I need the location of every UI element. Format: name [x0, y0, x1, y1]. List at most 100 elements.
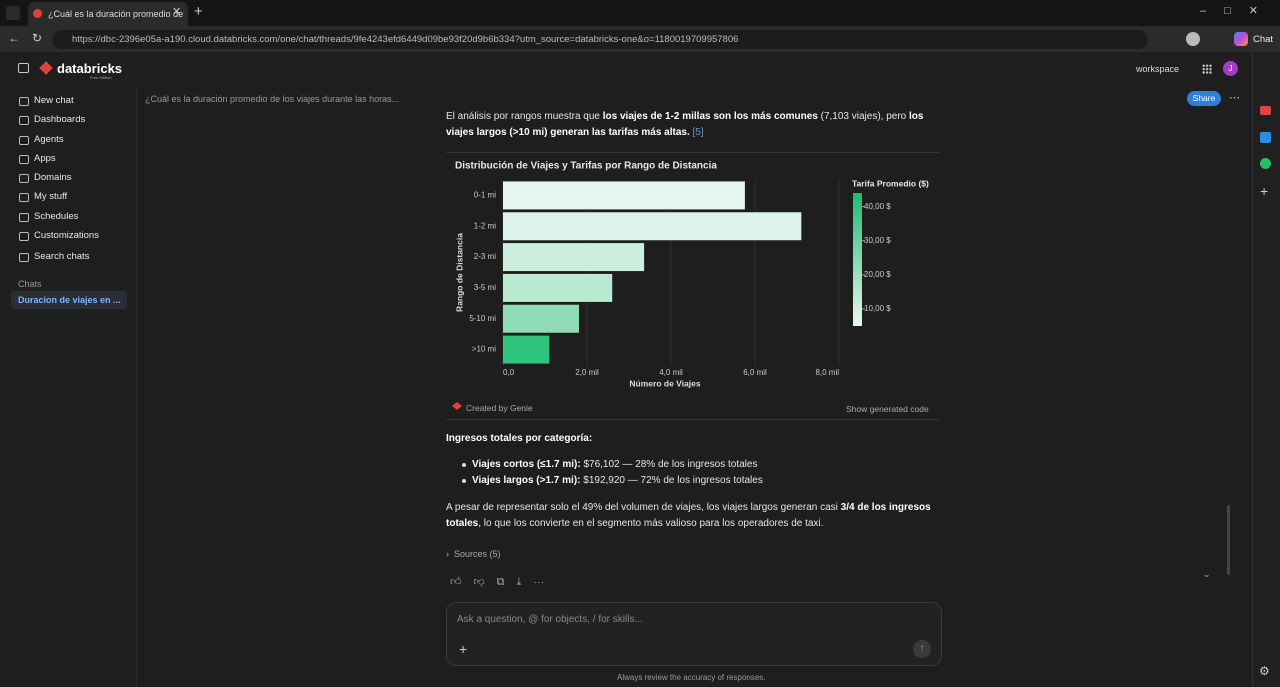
- scroll-down[interactable]: ⌄: [1203, 569, 1211, 579]
- divider: [136, 86, 137, 687]
- y-tick-label: 1-2 mi: [474, 221, 496, 230]
- share-button[interactable]: Share: [1187, 91, 1221, 106]
- bar: [503, 335, 550, 364]
- y-tick-label: 2-3 mi: [474, 252, 496, 261]
- bullet: Viajes cortos (≤1.7 mi): $76,102 — 28% d…: [472, 457, 757, 473]
- bold-text: Ingresos totales por categoría:: [446, 433, 593, 444]
- bullet-dot: [462, 463, 466, 467]
- message-actions[interactable]: 👍︎👎︎⧉⤓⋯: [450, 576, 557, 588]
- nav-icon: [19, 232, 29, 241]
- nav-item[interactable]: Schedules: [34, 211, 79, 222]
- bar: [503, 243, 645, 272]
- x-tick-label: 8,0 mil: [815, 368, 839, 377]
- nav-icon: [19, 193, 29, 202]
- text: El análisis por rangos muestra que: [446, 111, 603, 122]
- genie-icon: [452, 402, 462, 410]
- x-tick-label: 4,0 mil: [659, 368, 683, 377]
- colorbar: [853, 193, 862, 326]
- workspace-picker[interactable]: workspace: [1136, 64, 1180, 74]
- nav-item[interactable]: New chat: [34, 95, 74, 106]
- new-tab[interactable]: +: [194, 3, 203, 20]
- more-menu[interactable]: ⋯: [1229, 92, 1240, 104]
- window-controls[interactable]: –□✕: [1200, 5, 1276, 17]
- sidebar-toggle[interactable]: [18, 63, 29, 73]
- address-bar[interactable]: https://dbc-2396e05a-a190.cloud.databric…: [52, 30, 1148, 49]
- text: $192,920 — 72% de los ingresos totales: [580, 475, 763, 486]
- tab-menu[interactable]: [6, 6, 20, 20]
- nav-icon: [19, 116, 29, 125]
- nav-item[interactable]: My stuff: [34, 191, 68, 202]
- nav-icon: [19, 155, 29, 164]
- nav-icon: [19, 97, 29, 106]
- chat-item[interactable]: Duracion de viajes en ...: [18, 295, 121, 305]
- copilot-icon[interactable]: [1234, 32, 1248, 46]
- bold-text: Viajes largos (>1.7 mi):: [472, 475, 581, 486]
- colorbar-tick-label: 20,00 $: [864, 270, 891, 279]
- citation[interactable]: [5]: [689, 127, 704, 138]
- composer[interactable]: [446, 602, 942, 666]
- nav-item[interactable]: Dashboards: [34, 114, 86, 125]
- bold-text: 3/4 de los ingresos totales: [446, 502, 931, 529]
- x-tick-label: 6,0 mil: [743, 368, 767, 377]
- x-axis-label: Número de Viajes: [629, 378, 700, 388]
- add-app[interactable]: +: [1260, 183, 1269, 199]
- colorbar-title: Tarifa Promedio ($): [852, 178, 929, 188]
- tab-close[interactable]: ✕: [172, 6, 182, 18]
- nav-item[interactable]: Apps: [34, 153, 56, 164]
- nav-buttons[interactable]: ←↻: [8, 31, 55, 45]
- scrollbar[interactable]: [1227, 505, 1230, 575]
- outlook-icon[interactable]: [1260, 132, 1271, 143]
- bullet: Viajes largos (>1.7 mi): $192,920 — 72% …: [472, 473, 763, 489]
- whatsapp-icon[interactable]: [1260, 158, 1271, 169]
- send-button[interactable]: ↑: [913, 640, 931, 658]
- sources-toggle[interactable]: › Sources (5): [446, 549, 501, 559]
- composer-placeholder[interactable]: Ask a question, @ for objects, / for ski…: [457, 614, 643, 625]
- nav-item[interactable]: Search chats: [34, 251, 90, 262]
- bullet-dot: [462, 479, 466, 483]
- bold-text: los viajes de 1-2 millas son los más com…: [602, 111, 818, 122]
- thread-title: ¿Cuál es la duración promedio de los via…: [145, 94, 400, 104]
- bar: [503, 181, 745, 210]
- heading: Ingresos totales por categoría:: [446, 431, 592, 447]
- tab-strip: [0, 0, 1280, 26]
- nav-icon: [19, 136, 29, 145]
- brand: databricks: [57, 61, 123, 76]
- sources[interactable]: Sources (5): [454, 549, 501, 559]
- text: , lo que los convierte en el segmento má…: [478, 518, 824, 529]
- active-chat-bg: [11, 291, 127, 309]
- settings[interactable]: ⚙: [1259, 664, 1270, 678]
- colorbar-tick-label: 10,00 $: [864, 304, 891, 313]
- nav-icon: [19, 213, 29, 222]
- text: A pesar de representar solo el 49% del v…: [446, 502, 841, 513]
- avatar[interactable]: J: [1223, 61, 1238, 76]
- tab[interactable]: ¿Cuál es la duración promedio de: [28, 2, 188, 26]
- y-tick-label: >10 mi: [472, 345, 496, 354]
- gmail-icon[interactable]: [1260, 106, 1271, 115]
- nav-item[interactable]: Domains: [34, 172, 72, 183]
- y-tick-label: 5-10 mi: [469, 314, 496, 323]
- nav-item[interactable]: Agents: [34, 134, 64, 145]
- apps-grid[interactable]: [1202, 64, 1212, 74]
- show-code[interactable]: Show generated code: [846, 404, 929, 414]
- bar: [503, 304, 580, 333]
- colorbar-tick-label: 30,00 $: [864, 236, 891, 245]
- nav-icon: [19, 174, 29, 183]
- tab-favicon: [33, 9, 42, 18]
- text: (7,103 viajes), pero: [817, 111, 910, 122]
- disclaimer: Always review the accuracy of responses.: [617, 673, 766, 682]
- profile[interactable]: [1186, 32, 1200, 46]
- colorbar-tick-label: 40,00 $: [864, 202, 891, 211]
- x-tick-label: 2,0 mil: [575, 368, 599, 377]
- nav-item[interactable]: Customizations: [34, 230, 99, 241]
- copilot-label[interactable]: Chat: [1253, 34, 1274, 45]
- x-tick-label: 0,0: [503, 368, 515, 377]
- chart: Distribución de Viajes y Tarifas por Ran…: [454, 161, 929, 389]
- attach-button[interactable]: +: [459, 641, 468, 657]
- browser-sidebar: [1252, 52, 1280, 687]
- section-label: Chats: [18, 279, 42, 289]
- chart-title: Distribución de Viajes y Tarifas por Ran…: [455, 161, 717, 172]
- y-axis-label: Rango de Distancia: [454, 233, 464, 312]
